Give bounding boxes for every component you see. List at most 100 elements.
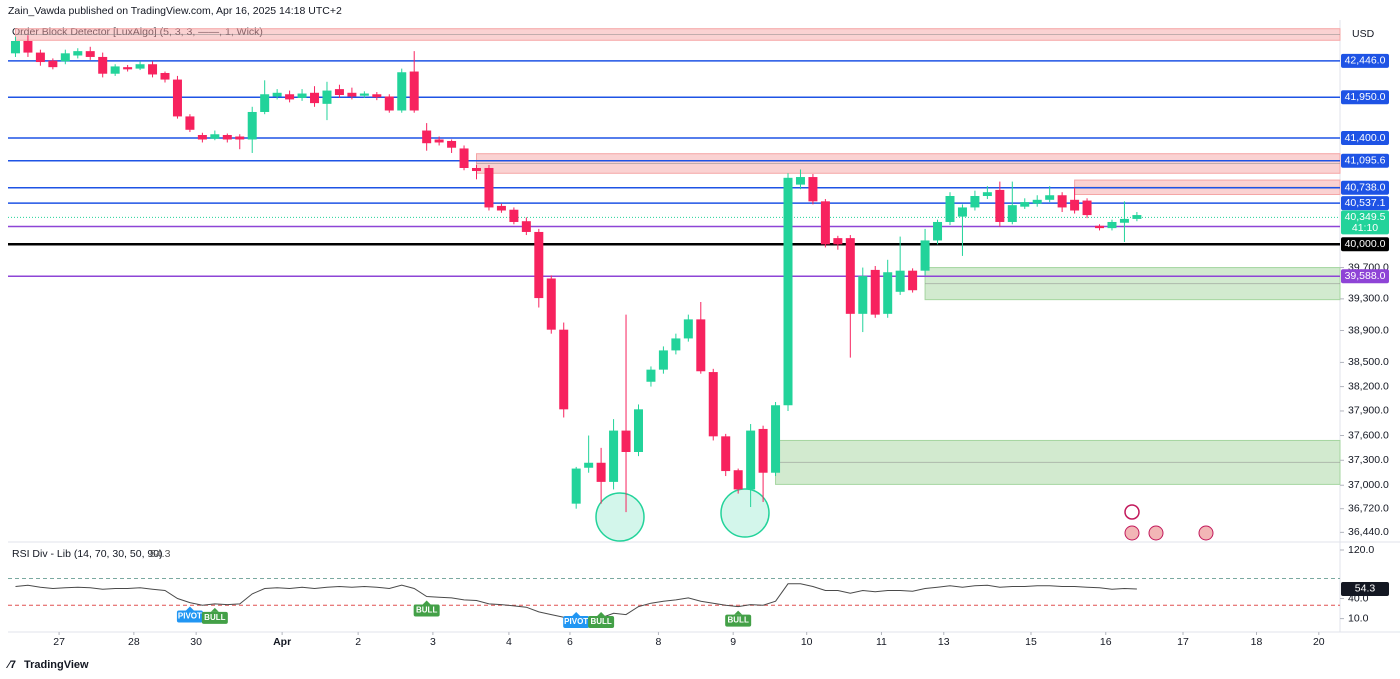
candle-body bbox=[609, 430, 619, 482]
published: Zain_Vawda published on TradingView.com,… bbox=[8, 5, 342, 17]
event-icon[interactable] bbox=[1124, 525, 1140, 541]
candle-body bbox=[384, 96, 394, 111]
candle-body bbox=[833, 238, 843, 245]
signal-label: BULL bbox=[204, 613, 225, 622]
candle-body bbox=[783, 177, 793, 406]
last-price-bg bbox=[1341, 210, 1389, 235]
level-label-bg bbox=[1341, 269, 1389, 284]
candle-body bbox=[1070, 199, 1080, 211]
candle-body bbox=[820, 201, 830, 245]
logo: TradingView bbox=[24, 659, 89, 671]
candle-body bbox=[60, 53, 70, 62]
candle-body bbox=[633, 409, 643, 452]
candle-body bbox=[646, 369, 656, 382]
signal-bg bbox=[563, 616, 590, 628]
y-tick-label: 37,600.0 bbox=[1348, 429, 1389, 441]
x-tick-label: 11 bbox=[876, 636, 887, 648]
candle-body bbox=[933, 221, 943, 241]
candle-body bbox=[23, 40, 33, 53]
candle-body bbox=[746, 430, 756, 490]
candle-body bbox=[1032, 199, 1042, 204]
x-tick-label: 17 bbox=[1177, 636, 1189, 648]
level-label-bg bbox=[1341, 237, 1389, 252]
candle-body bbox=[995, 189, 1005, 222]
candle-body bbox=[870, 269, 880, 315]
candle-body bbox=[596, 462, 606, 482]
candle-body bbox=[1095, 225, 1105, 229]
candle-body bbox=[721, 436, 731, 472]
signal-bg bbox=[201, 611, 228, 624]
y-tick-label: 36,720.0 bbox=[1348, 502, 1389, 514]
candle-body bbox=[359, 93, 369, 96]
candle-body bbox=[35, 52, 45, 63]
rsi-last-bg bbox=[1341, 581, 1389, 596]
candle-body bbox=[671, 338, 681, 351]
candle-body bbox=[222, 135, 232, 140]
candle-body bbox=[247, 111, 257, 140]
candle-body bbox=[1045, 195, 1055, 200]
candle-body bbox=[1119, 218, 1129, 223]
event-icon[interactable] bbox=[1124, 504, 1140, 520]
candle-body bbox=[472, 167, 482, 172]
event-icon[interactable] bbox=[1148, 525, 1164, 541]
candle-body bbox=[372, 94, 382, 98]
signal-bg bbox=[725, 614, 752, 627]
level-label-bg bbox=[1341, 196, 1389, 211]
signal-label: BULL bbox=[728, 616, 749, 625]
candle-body bbox=[110, 66, 120, 74]
candle-body bbox=[160, 72, 170, 80]
candle-body bbox=[422, 130, 432, 144]
candle-body bbox=[260, 94, 270, 112]
x-tick-label: 20 bbox=[1313, 636, 1325, 648]
signal-arrow bbox=[572, 612, 581, 616]
candle-body bbox=[795, 177, 805, 185]
candle-body bbox=[858, 276, 868, 314]
candle-body bbox=[272, 92, 282, 97]
candle-body bbox=[434, 139, 444, 143]
candle-body bbox=[658, 350, 668, 370]
x-tick-label: 3 bbox=[430, 636, 436, 648]
candle-body bbox=[1020, 202, 1030, 207]
candle-body bbox=[546, 278, 556, 330]
rsi-header-value: 54.3 bbox=[150, 548, 171, 560]
y-tick-label: 38,900.0 bbox=[1348, 324, 1389, 336]
candle-body bbox=[621, 430, 631, 452]
level-label-bg bbox=[1341, 130, 1389, 145]
candle-body bbox=[484, 167, 494, 208]
signal-bg bbox=[413, 604, 440, 617]
last-price: 40,349.5 bbox=[1345, 211, 1386, 223]
candle-body bbox=[73, 51, 83, 56]
candle-body bbox=[845, 238, 855, 314]
annotation-circle bbox=[595, 492, 645, 542]
x-tick-label: Apr bbox=[273, 636, 291, 648]
signal-arrow bbox=[422, 600, 431, 605]
y-tick-label: 37,900.0 bbox=[1348, 405, 1389, 417]
annotation-circle bbox=[720, 488, 770, 538]
candle-body bbox=[459, 148, 469, 168]
x-tick-label: 10 bbox=[801, 636, 813, 648]
x-tick-label: 18 bbox=[1251, 636, 1263, 648]
candle-body bbox=[895, 270, 905, 292]
candle-body bbox=[235, 136, 245, 140]
rsi-last: 54.3 bbox=[1355, 583, 1376, 595]
signal-arrow bbox=[210, 607, 219, 612]
candle-body bbox=[883, 272, 893, 314]
countdown: 41:10 bbox=[1352, 222, 1378, 234]
y-tick-label: 38,500.0 bbox=[1348, 356, 1389, 368]
level-label-bg bbox=[1341, 153, 1389, 168]
level-label: 41,095.6 bbox=[1345, 155, 1386, 167]
x-tick-label: 9 bbox=[730, 636, 736, 648]
event-icon[interactable] bbox=[1198, 525, 1214, 541]
candle-body bbox=[409, 71, 419, 111]
y-tick-label: 36,440.0 bbox=[1348, 526, 1389, 538]
candle-body bbox=[98, 56, 108, 74]
candle-body bbox=[135, 64, 145, 69]
candle-body bbox=[509, 209, 519, 222]
x-tick-label: 28 bbox=[128, 636, 140, 648]
candle-body bbox=[447, 140, 457, 148]
y-tick-label: 37,000.0 bbox=[1348, 479, 1389, 491]
level-label-bg bbox=[1341, 180, 1389, 195]
candle-body bbox=[771, 405, 781, 473]
candle-body bbox=[758, 428, 768, 473]
signal-arrow bbox=[185, 606, 194, 611]
